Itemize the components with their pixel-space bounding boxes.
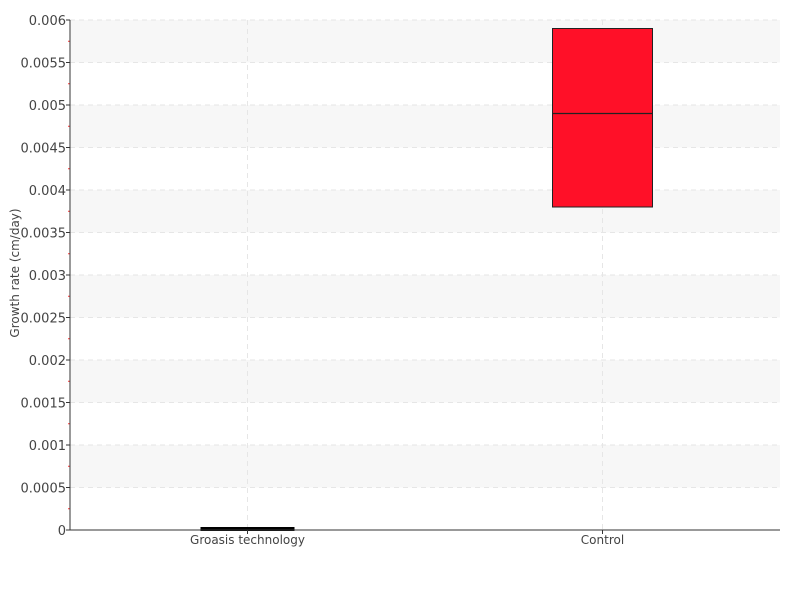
y-tick-label: 0 <box>58 524 66 539</box>
y-axis-label: Growth rate (cm/day) <box>8 208 22 337</box>
x-tick-label: Groasis technology <box>190 533 305 547</box>
y-tick-label: 0.0055 <box>21 57 67 72</box>
grid-band <box>71 190 780 233</box>
y-tick-label: 0.0025 <box>21 312 67 327</box>
y-tick-label: 0.003 <box>29 269 66 284</box>
y-tick-label: 0.0035 <box>21 227 67 242</box>
y-tick-label: 0.005 <box>29 99 66 114</box>
y-tick-label: 0.006 <box>29 14 66 29</box>
y-tick-label: 0.0015 <box>21 397 67 412</box>
y-tick-label: 0.0045 <box>21 142 67 157</box>
y-tick-label: 0.0005 <box>21 482 67 497</box>
grid-band <box>71 105 780 148</box>
x-tick-label: Control <box>581 533 624 547</box>
grid-band <box>71 360 780 403</box>
y-tick-label: 0.002 <box>29 354 66 369</box>
box-1 <box>552 28 653 208</box>
y-tick-label: 0.001 <box>29 439 66 454</box>
grid-band <box>71 20 780 63</box>
y-tick-label: 0.004 <box>29 184 66 199</box>
grid-band <box>71 445 780 488</box>
box-0 <box>200 527 295 531</box>
grid-band <box>71 275 780 318</box>
